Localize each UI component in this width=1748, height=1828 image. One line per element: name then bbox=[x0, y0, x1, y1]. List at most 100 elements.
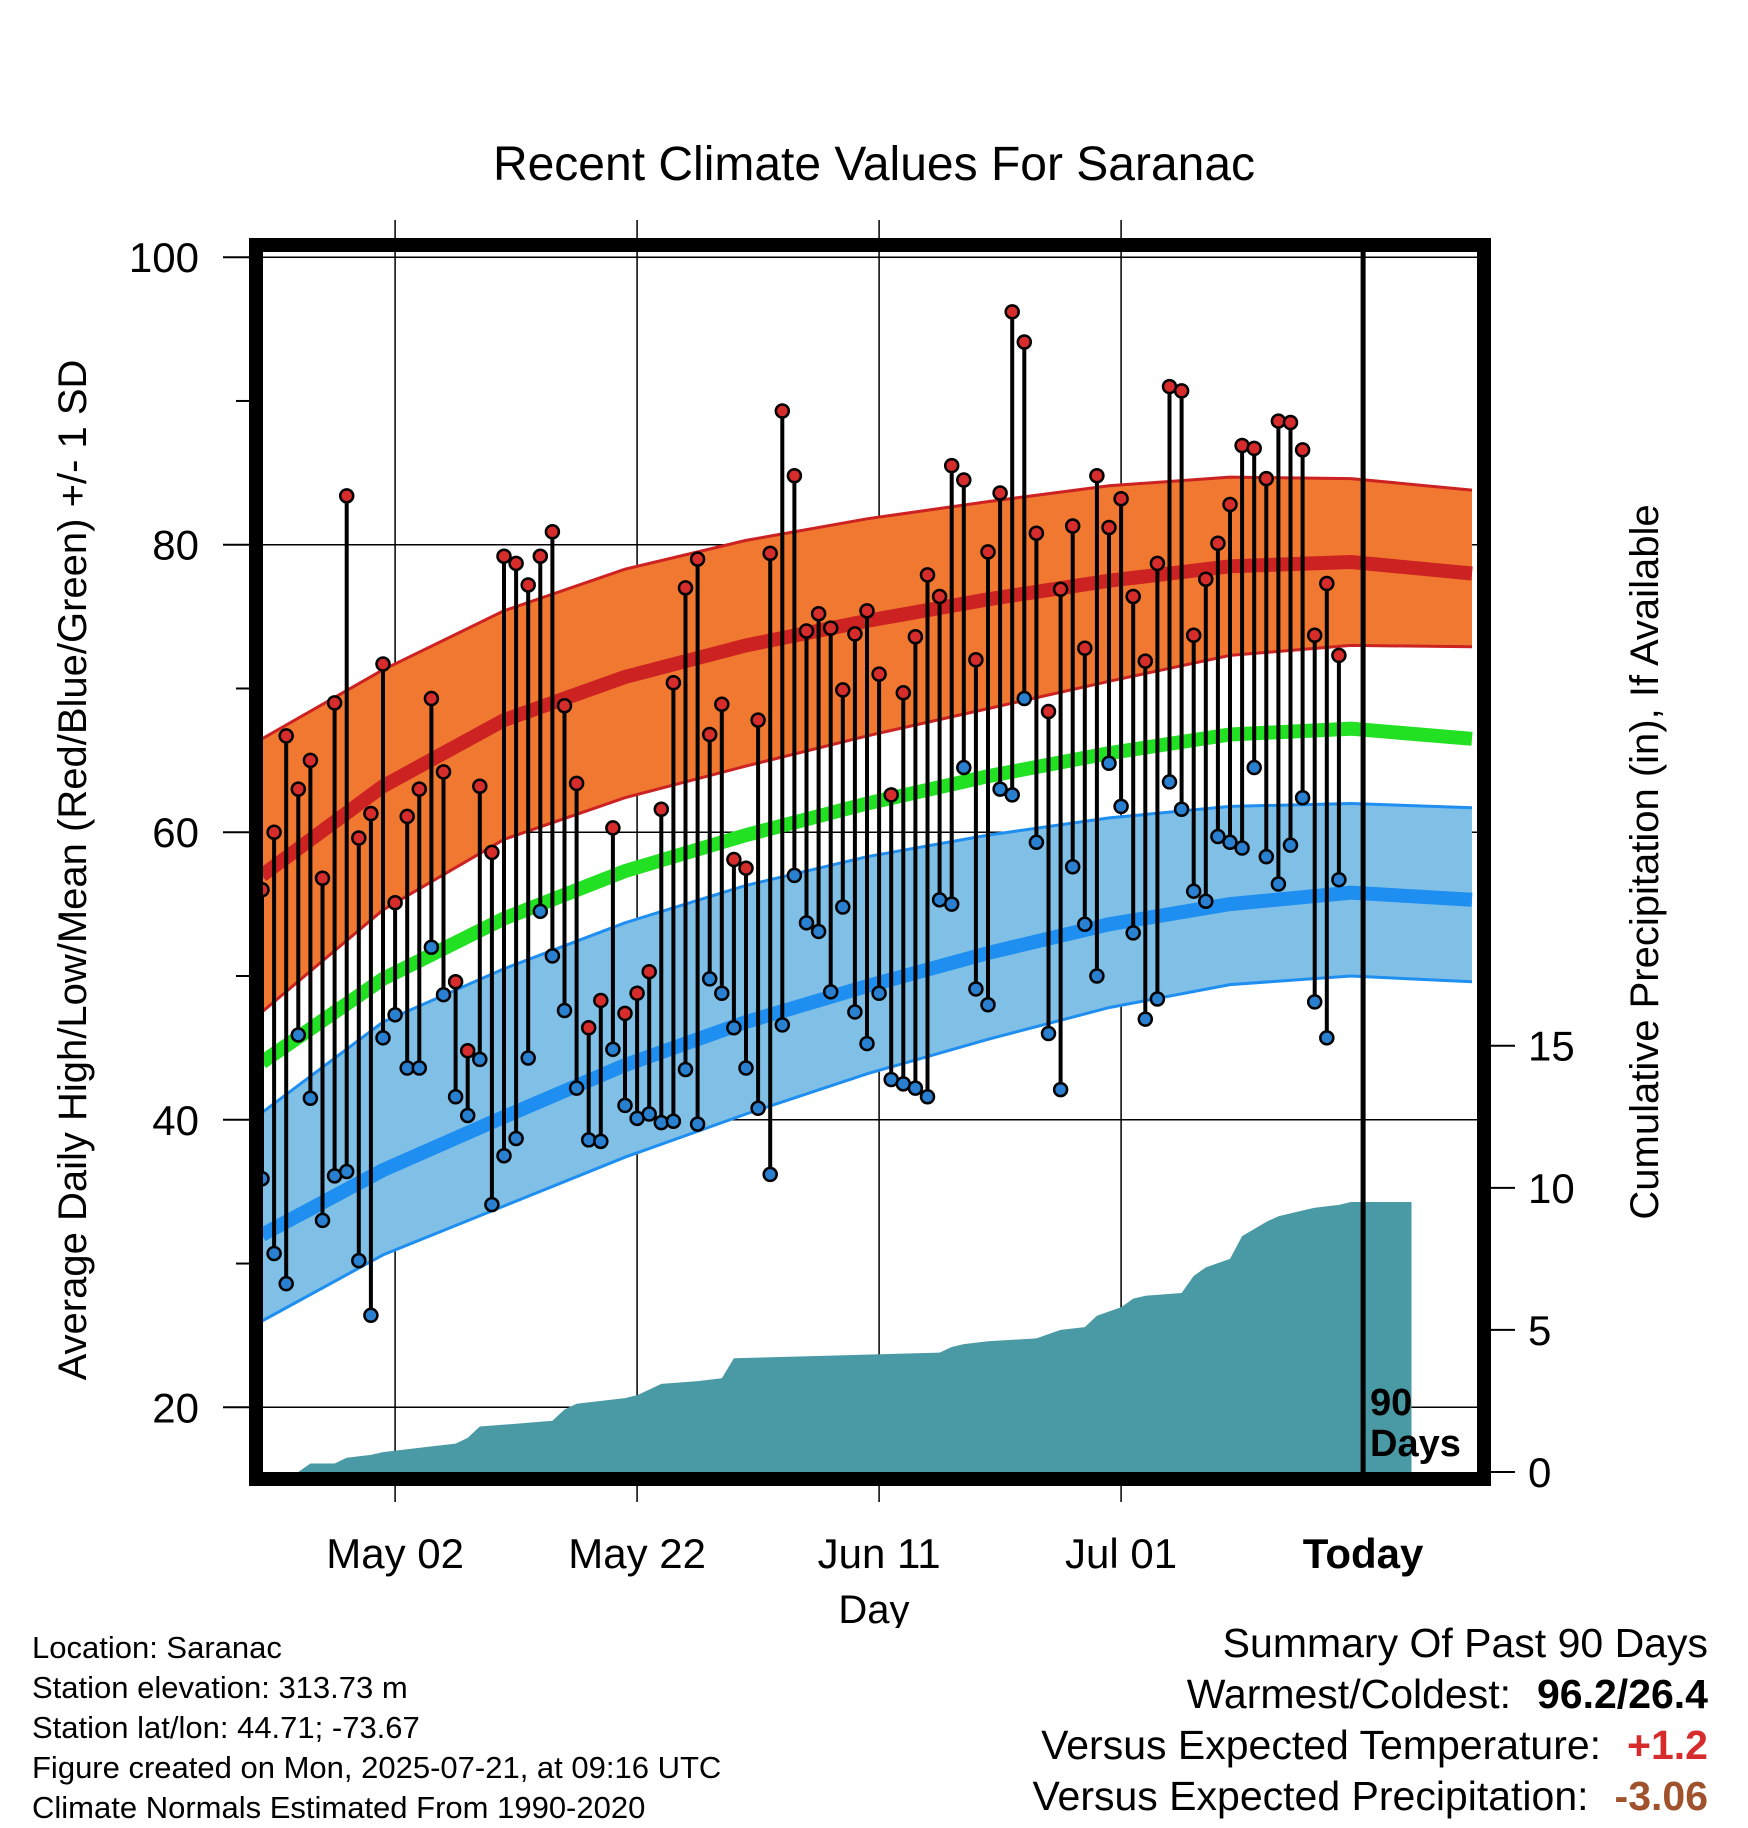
low-point bbox=[1137, 1011, 1154, 1027]
high-point bbox=[883, 787, 899, 803]
low-point bbox=[859, 1035, 875, 1052]
normals-text: Climate Normals Estimated From 1990-2020 bbox=[32, 1790, 646, 1825]
low-point bbox=[641, 1106, 657, 1122]
daily-points bbox=[254, 304, 1347, 1324]
low-point bbox=[568, 1080, 585, 1096]
low-point bbox=[665, 1113, 682, 1129]
y2-tick-label: 5 bbox=[1528, 1307, 1551, 1354]
high-point bbox=[835, 682, 851, 698]
low-point bbox=[375, 1030, 391, 1046]
low-point bbox=[1319, 1030, 1335, 1046]
low-point bbox=[290, 1027, 307, 1043]
high-point bbox=[665, 674, 682, 691]
high-point bbox=[1113, 490, 1129, 507]
low-point bbox=[968, 981, 984, 997]
x-tick-label: Jul 01 bbox=[1065, 1530, 1177, 1577]
precip-label: Versus Expected Precipitation: bbox=[1032, 1773, 1589, 1819]
high-point bbox=[338, 488, 355, 504]
high-point bbox=[459, 1043, 476, 1059]
low-point bbox=[907, 1080, 924, 1096]
high-point bbox=[907, 628, 924, 645]
high-point bbox=[689, 551, 706, 567]
x-tick-label: Jun 11 bbox=[818, 1530, 941, 1577]
y-tick-label: 80 bbox=[152, 522, 199, 569]
high-point bbox=[1173, 383, 1190, 399]
high-point bbox=[375, 656, 391, 672]
high-point bbox=[1331, 647, 1347, 664]
high-point bbox=[919, 567, 936, 583]
low-band bbox=[262, 803, 1472, 1321]
climate-chart: Recent Climate Values For Saranac 90 Day… bbox=[51, 138, 1667, 1628]
temp-row: Versus Expected Temperature: +1.2 bbox=[1032, 1720, 1708, 1771]
low-point bbox=[1294, 789, 1311, 806]
low-point bbox=[1077, 916, 1093, 933]
high-point bbox=[351, 830, 367, 846]
low-point bbox=[1004, 787, 1020, 803]
high-point bbox=[1185, 627, 1202, 644]
low-point bbox=[1028, 834, 1045, 851]
high-point bbox=[956, 472, 972, 488]
days-label-2: Days bbox=[1370, 1423, 1461, 1465]
precip-cumulative-area bbox=[262, 1202, 1412, 1472]
low-point bbox=[302, 1090, 319, 1106]
low-point bbox=[1149, 991, 1166, 1007]
high-point bbox=[472, 778, 488, 794]
high-point bbox=[399, 808, 415, 825]
high-point bbox=[1319, 575, 1335, 592]
high-point bbox=[605, 820, 621, 836]
high-point bbox=[968, 651, 984, 668]
y2-tick-label: 0 bbox=[1528, 1449, 1551, 1496]
elevation-text: Station elevation: 313.73 m bbox=[32, 1670, 408, 1705]
high-point bbox=[363, 805, 379, 822]
precip-value: -3.06 bbox=[1614, 1773, 1708, 1819]
high-point bbox=[1198, 571, 1214, 587]
high-point bbox=[1028, 525, 1045, 541]
low-point bbox=[605, 1041, 621, 1058]
low-point bbox=[738, 1060, 754, 1076]
high-point bbox=[326, 695, 343, 711]
low-point bbox=[786, 867, 803, 884]
low-point bbox=[278, 1275, 294, 1292]
created-text: Figure created on Mon, 2025-07-21, at 09… bbox=[32, 1750, 722, 1785]
high-point bbox=[387, 894, 403, 911]
low-point bbox=[1089, 968, 1105, 984]
high-point bbox=[1246, 440, 1262, 457]
low-point bbox=[714, 985, 730, 1002]
high-point bbox=[1077, 640, 1093, 656]
high-point bbox=[411, 781, 428, 797]
high-point bbox=[496, 548, 512, 564]
low-point bbox=[1173, 801, 1190, 817]
low-point bbox=[593, 1133, 609, 1150]
high-point bbox=[1210, 535, 1226, 552]
y2-tick-label: 10 bbox=[1528, 1165, 1575, 1212]
low-point bbox=[1125, 925, 1141, 941]
low-point bbox=[1306, 994, 1323, 1010]
high-point bbox=[266, 824, 282, 840]
high-point bbox=[847, 626, 863, 642]
high-point bbox=[1149, 555, 1166, 572]
high-point bbox=[931, 588, 948, 605]
high-point bbox=[774, 403, 791, 419]
low-point bbox=[956, 759, 972, 776]
low-point bbox=[1064, 859, 1081, 875]
latlon-text: Station lat/lon: 44.71; -73.67 bbox=[32, 1710, 420, 1745]
high-point bbox=[871, 666, 887, 682]
chart-title: Recent Climate Values For Saranac bbox=[493, 138, 1255, 191]
warmest-value: 96.2/26.4 bbox=[1537, 1671, 1708, 1717]
high-point bbox=[290, 781, 307, 797]
y-tick-label: 40 bbox=[152, 1097, 199, 1144]
x-axis-label: Day bbox=[838, 1588, 909, 1628]
high-point bbox=[484, 844, 500, 861]
low-point bbox=[677, 1061, 694, 1078]
high-point bbox=[532, 548, 549, 564]
high-point bbox=[1282, 414, 1299, 431]
high-point bbox=[762, 545, 778, 562]
low-point bbox=[847, 1004, 863, 1020]
low-point bbox=[762, 1166, 778, 1183]
high-point bbox=[568, 775, 585, 792]
low-point bbox=[1234, 840, 1250, 856]
high-point bbox=[1004, 304, 1020, 320]
low-point bbox=[822, 984, 839, 1000]
low-lower-edge bbox=[262, 974, 1473, 1323]
low-point bbox=[520, 1050, 536, 1066]
